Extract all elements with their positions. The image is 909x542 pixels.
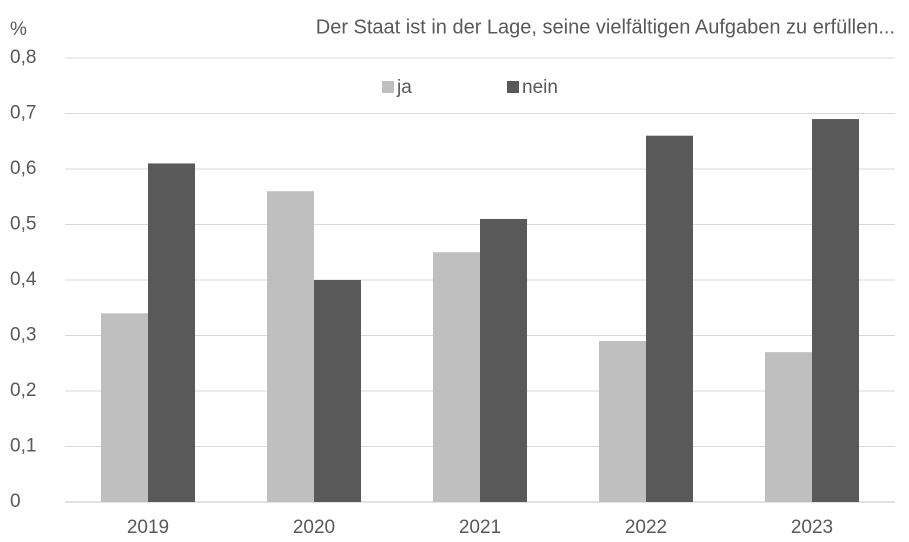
bar [812, 119, 859, 503]
y-tick-label: 0,4 [10, 269, 37, 290]
y-tick-label: 0,6 [10, 158, 36, 179]
legend-swatch [382, 81, 394, 93]
y-axis-label: % [10, 19, 27, 40]
y-tick-label: 0 [10, 491, 21, 512]
legend-label: nein [522, 77, 558, 98]
bar [267, 191, 314, 502]
bar [599, 341, 646, 502]
bar [765, 352, 812, 502]
x-tick-label: 2020 [293, 517, 335, 538]
x-tick-label: 2021 [459, 517, 501, 538]
x-tick-label: 2019 [127, 517, 169, 538]
x-tick-label: 2023 [791, 517, 833, 538]
chart-title: Der Staat ist in der Lage, seine vielfäl… [316, 16, 895, 38]
legend-swatch [507, 81, 519, 93]
bar [314, 280, 361, 502]
y-tick-label: 0,2 [10, 380, 36, 401]
legend-label: ja [396, 77, 412, 98]
bar [480, 218, 527, 502]
y-tick-label: 0,7 [10, 103, 36, 124]
bar [148, 163, 195, 502]
x-tick-label: 2022 [625, 517, 667, 538]
bar [646, 135, 693, 502]
bar [433, 252, 480, 502]
y-tick-label: 0,5 [10, 214, 36, 235]
y-tick-label: 0,8 [10, 47, 36, 68]
bar [101, 313, 148, 502]
y-tick-label: 0,1 [10, 436, 36, 457]
y-tick-label: 0,3 [10, 325, 36, 346]
